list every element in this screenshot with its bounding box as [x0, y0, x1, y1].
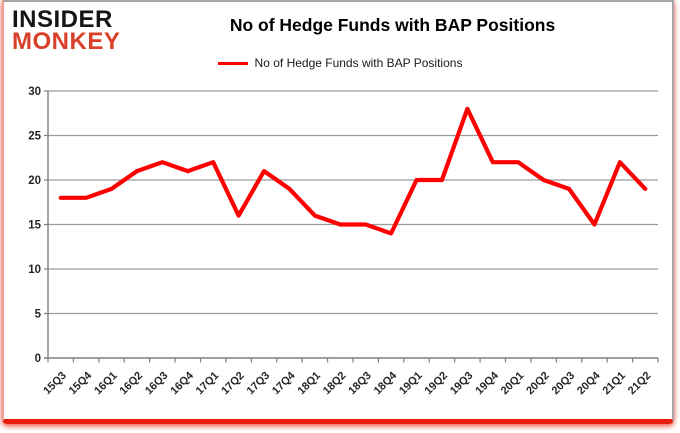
svg-text:18Q4: 18Q4 — [372, 369, 400, 397]
svg-text:20Q1: 20Q1 — [499, 370, 527, 398]
svg-text:18Q3: 18Q3 — [346, 370, 374, 398]
svg-text:10: 10 — [28, 264, 41, 276]
y-gridlines — [48, 90, 658, 315]
svg-text:21Q1: 21Q1 — [600, 370, 628, 398]
chart-image-frame — [2, 0, 674, 424]
insider-monkey-logo: INSIDER MONKEY — [12, 6, 121, 56]
svg-text:20: 20 — [28, 175, 41, 187]
svg-text:16Q3: 16Q3 — [143, 370, 171, 398]
svg-text:20Q4: 20Q4 — [575, 369, 603, 397]
svg-text:30: 30 — [28, 86, 41, 98]
svg-text:20Q2: 20Q2 — [524, 370, 552, 398]
svg-text:19Q2: 19Q2 — [423, 370, 451, 398]
svg-text:16Q2: 16Q2 — [118, 370, 146, 398]
legend-label: No of Hedge Funds with BAP Positions — [254, 56, 463, 70]
logo-line-monkey: MONKEY — [12, 28, 121, 56]
legend-line-swatch — [217, 61, 248, 65]
svg-text:17Q4: 17Q4 — [270, 369, 298, 397]
svg-text:16Q1: 16Q1 — [92, 370, 120, 398]
chart-title: No of Hedge Funds with BAP Positions — [229, 15, 556, 35]
svg-text:19Q3: 19Q3 — [448, 370, 476, 398]
y-axis-labels: 0 5 10 15 20 25 30 — [28, 86, 41, 365]
svg-text:18Q1: 18Q1 — [295, 370, 323, 398]
logo-line-insider: INSIDER — [12, 6, 113, 33]
chart-legend: No of Hedge Funds with BAP Positions — [0, 56, 680, 70]
axes — [44, 90, 659, 363]
svg-text:18Q2: 18Q2 — [321, 370, 349, 398]
svg-text:19Q4: 19Q4 — [473, 369, 501, 397]
svg-text:20Q3: 20Q3 — [550, 370, 578, 398]
svg-text:16Q4: 16Q4 — [168, 369, 196, 397]
svg-text:17Q2: 17Q2 — [219, 370, 247, 398]
svg-text:15Q3: 15Q3 — [41, 370, 69, 398]
svg-text:5: 5 — [35, 309, 42, 321]
svg-text:17Q1: 17Q1 — [194, 370, 222, 398]
svg-text:17Q3: 17Q3 — [245, 370, 273, 398]
svg-text:21Q2: 21Q2 — [626, 370, 654, 398]
x-axis-labels: 15Q315Q416Q116Q216Q316Q417Q117Q217Q317Q4… — [41, 369, 653, 397]
svg-text:25: 25 — [28, 131, 41, 143]
data-line-series — [58, 106, 648, 236]
svg-text:15Q4: 15Q4 — [67, 369, 95, 397]
svg-text:19Q1: 19Q1 — [397, 370, 425, 398]
svg-text:0: 0 — [35, 353, 41, 365]
svg-text:15: 15 — [28, 220, 41, 232]
